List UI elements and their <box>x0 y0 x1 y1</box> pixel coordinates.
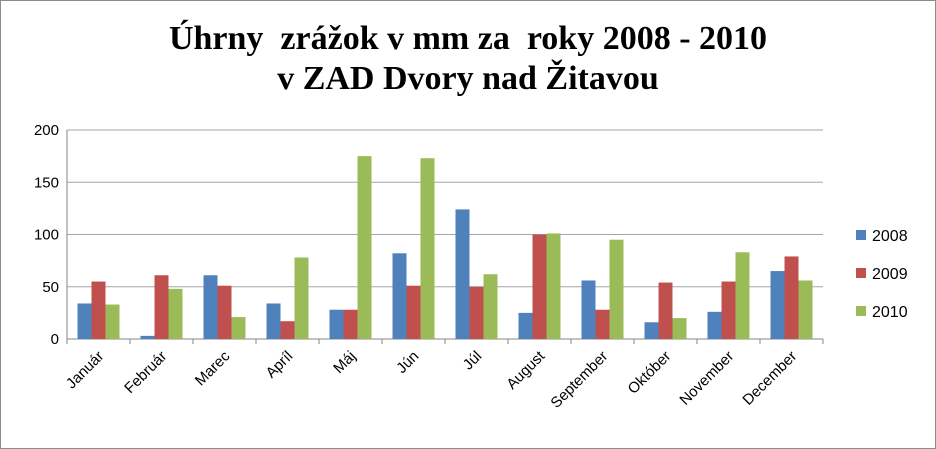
bar-2010-Marec <box>231 317 246 339</box>
bar-2008-Máj <box>329 309 344 339</box>
bar-2009-December <box>784 256 799 339</box>
y-tick-label: 200 <box>34 122 59 139</box>
legend-label-2010: 2010 <box>872 304 908 321</box>
bar-2008-November <box>707 311 722 339</box>
legend-label-2008: 2008 <box>872 228 908 245</box>
bar-2009-Október <box>658 282 673 339</box>
legend-swatch-2008 <box>856 230 866 240</box>
x-tick-label: Január <box>63 348 107 392</box>
bar-2010-Jún <box>420 158 435 339</box>
bar-2009-Február <box>154 275 169 339</box>
bar-2010-Február <box>168 288 183 339</box>
legend-swatch-2009 <box>856 268 866 278</box>
bar-2010-Apríl <box>294 257 309 339</box>
bar-2009-Máj <box>343 309 358 339</box>
bar-2008-Marec <box>203 275 218 339</box>
y-tick-label: 0 <box>51 331 59 348</box>
bar-2008-Október <box>644 322 659 339</box>
x-tick-label: September <box>547 348 611 412</box>
legend-swatch-2010 <box>856 306 866 316</box>
bar-2010-September <box>609 239 624 339</box>
bar-2008-Január <box>77 303 92 339</box>
x-tick-label: Marec <box>192 347 234 389</box>
bar-2010-December <box>798 280 813 339</box>
bar-2009-Apríl <box>280 321 295 339</box>
bar-2010-August <box>546 233 561 339</box>
bar-2008-Jún <box>392 253 407 339</box>
x-tick-label: December <box>739 348 800 409</box>
bar-2008-December <box>770 271 785 339</box>
bar-2010-November <box>735 252 750 339</box>
x-tick-label: Apríl <box>262 348 296 382</box>
y-tick-label: 100 <box>34 227 59 244</box>
bar-2010-Január <box>105 304 120 339</box>
bar-2008-Apríl <box>266 303 281 339</box>
bar-2008-Júl <box>455 209 470 339</box>
x-tick-label: August <box>503 347 549 393</box>
bar-2009-Júl <box>469 286 484 339</box>
bar-2010-Máj <box>357 156 372 339</box>
chart-title-line-2: v ZAD Dvory nad Žitavou <box>277 60 659 97</box>
x-tick-label: Júl <box>460 348 486 374</box>
bar-2010-Júl <box>483 274 498 339</box>
bar-2010-Október <box>672 318 687 339</box>
bar-2009-Marec <box>217 285 232 339</box>
chart-title-line-1: Úhrny zrážok v mm za roky 2008 - 2010 <box>168 20 768 57</box>
x-tick-label: Október <box>625 348 675 398</box>
x-tick-label: Jún <box>393 348 422 377</box>
bar-2009-September <box>595 309 610 339</box>
bar-2009-Jún <box>406 285 421 339</box>
bar-2008-September <box>581 280 596 339</box>
legend-label-2009: 2009 <box>872 266 908 283</box>
bar-2009-August <box>532 234 547 339</box>
x-tick-label: Február <box>121 348 170 397</box>
y-tick-label: 150 <box>34 174 59 191</box>
chart-title: Úhrny zrážok v mm za roky 2008 - 2010 v … <box>1 19 935 99</box>
bar-2009-November <box>721 281 736 339</box>
x-tick-label: Máj <box>330 348 359 377</box>
bar-2008-Február <box>140 335 155 339</box>
bar-2009-Január <box>91 281 106 339</box>
y-tick-label: 50 <box>42 279 59 296</box>
x-tick-label: November <box>676 348 737 409</box>
bar-2008-August <box>518 312 533 339</box>
